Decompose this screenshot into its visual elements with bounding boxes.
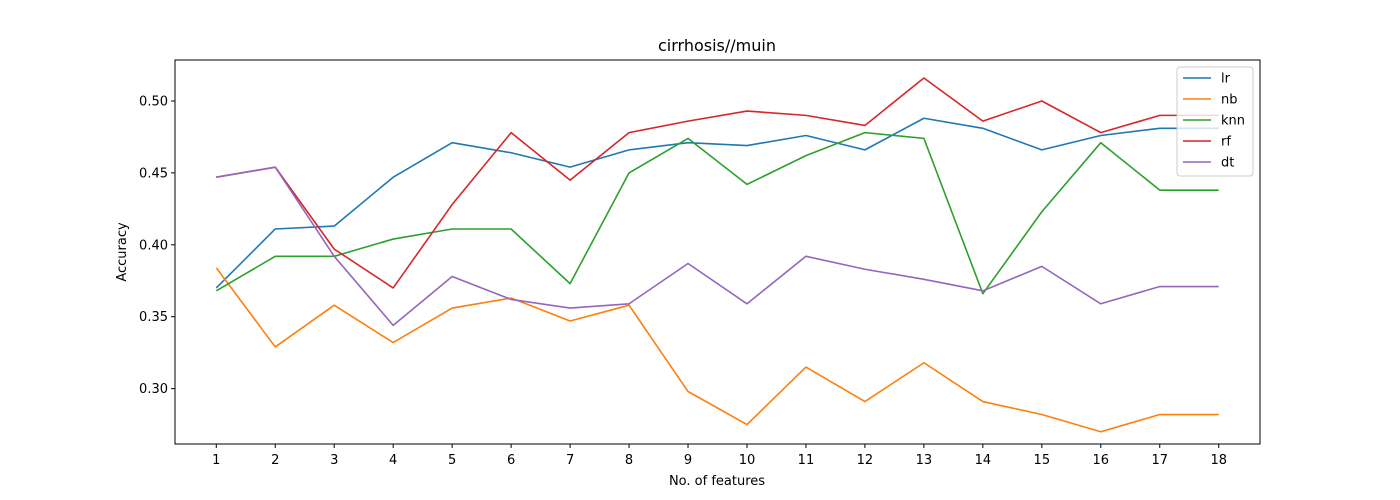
x-tick-label: 18 xyxy=(1210,453,1227,468)
x-tick-label: 3 xyxy=(330,453,338,468)
x-tick-label: 10 xyxy=(739,453,756,468)
legend-label-nb: nb xyxy=(1221,93,1238,108)
x-tick-label: 11 xyxy=(798,453,815,468)
series-line-dt xyxy=(216,166,1219,327)
x-tick-label: 4 xyxy=(389,453,397,468)
x-tick-label: 8 xyxy=(625,453,633,468)
plot-frame xyxy=(174,59,1261,445)
series-line-knn xyxy=(215,131,1219,295)
x-tick-label: 14 xyxy=(975,453,992,468)
series-line-rf xyxy=(216,77,1219,289)
plot-area xyxy=(174,59,1261,445)
series-lines xyxy=(215,77,1219,433)
legend-label-rf: rf xyxy=(1221,135,1231,150)
x-tick-label: 16 xyxy=(1093,453,1110,468)
x-axis-title: No. of features xyxy=(669,474,765,489)
x-axis: 1 2 3 4 5 6 7 8 9 10 11 12 13 14 15 16 17 18 xyxy=(212,444,1227,468)
legend-label-lr: lr xyxy=(1221,72,1231,87)
series-line-lr xyxy=(215,117,1219,289)
y-axis-title: Accuracy xyxy=(115,222,130,282)
x-tick-label: 2 xyxy=(271,453,279,468)
x-tick-label: 15 xyxy=(1034,453,1051,468)
y-tick-label: 0.50 xyxy=(139,94,168,109)
legend: lr nb knn rf dt xyxy=(1176,66,1254,177)
x-tick-label: 13 xyxy=(916,453,933,468)
y-tick-label: 0.40 xyxy=(139,238,168,253)
x-tick-label: 17 xyxy=(1151,453,1168,468)
x-tick-label: 5 xyxy=(448,453,456,468)
y-tick-label: 0.35 xyxy=(139,310,168,325)
y-axis: 0.30 0.35 0.40 0.45 0.50 xyxy=(139,94,175,397)
series-line-nb xyxy=(215,267,1219,433)
chart-title: cirrhosis//muin xyxy=(658,36,776,55)
legend-label-dt: dt xyxy=(1221,156,1234,171)
y-tick-label: 0.30 xyxy=(139,382,168,397)
y-tick-label: 0.45 xyxy=(139,166,168,181)
x-tick-label: 9 xyxy=(684,453,692,468)
x-tick-label: 12 xyxy=(857,453,874,468)
x-tick-label: 6 xyxy=(507,453,515,468)
legend-label-knn: knn xyxy=(1221,114,1245,129)
x-tick-label: 1 xyxy=(212,453,220,468)
legend-box xyxy=(1176,66,1254,177)
x-tick-label: 7 xyxy=(566,453,574,468)
